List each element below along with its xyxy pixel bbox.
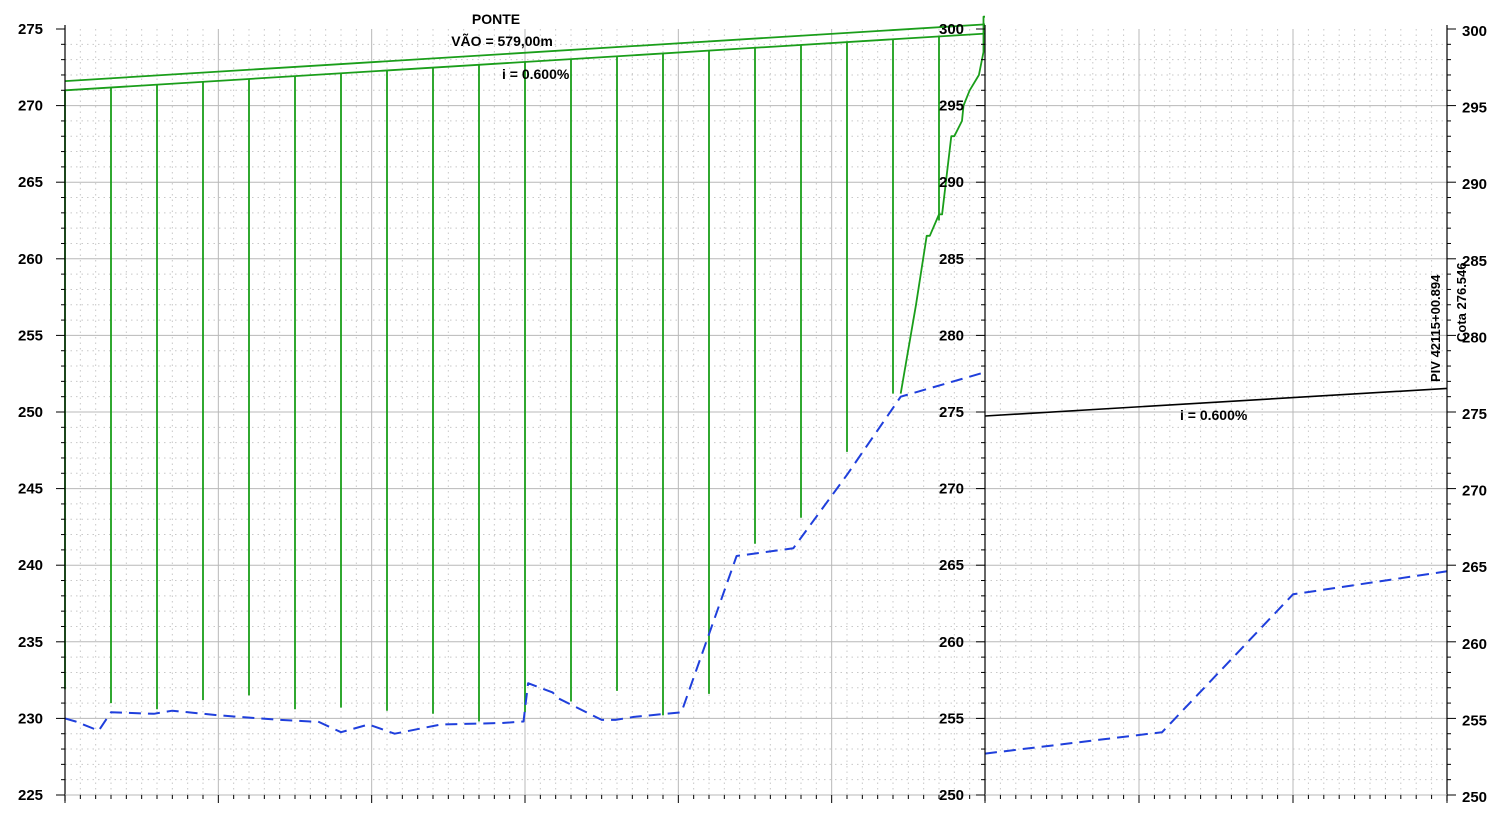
middle-y-tick-label: 255 — [939, 710, 964, 727]
middle-y-tick-label: 295 — [939, 98, 964, 115]
middle-y-tick-label: 275 — [939, 404, 964, 421]
middle-y-tick-label: 250 — [939, 787, 964, 804]
right-y-tick-label: 300 — [1462, 23, 1487, 40]
left-y-tick-label: 250 — [18, 404, 43, 421]
middle-y-tick-label: 285 — [939, 251, 964, 268]
bridge-name-label: PONTE — [472, 11, 520, 27]
left-y-tick-label: 275 — [18, 21, 43, 38]
left-y-tick-label: 270 — [18, 98, 43, 115]
left-y-tick-label: 245 — [18, 481, 43, 498]
right-y-tick-label: 290 — [1462, 176, 1487, 193]
right-y-tick-label: 295 — [1462, 100, 1487, 117]
axes: 225 230 235 240 245 250 255 260 265 270 275 250 250 2… — [18, 21, 1487, 806]
right-y-tick-label: 255 — [1462, 712, 1487, 729]
right-y-tick-label: 270 — [1462, 483, 1487, 500]
bridge-span-label: VÃO = 579,00m — [451, 32, 553, 49]
middle-y-tick-label: 290 — [939, 174, 964, 191]
right-y-tick-label: 260 — [1462, 636, 1487, 653]
piv-label: PIV 42115+00.894 — [1428, 274, 1443, 382]
middle-y-tick-label: 270 — [939, 481, 964, 498]
grade-line — [984, 387, 1448, 417]
chart-labels: PONTE VÃO = 579,00m i = 0.600% i = 0.600… — [451, 11, 1469, 423]
chart-marks — [64, 15, 1448, 755]
left-y-tick-label: 240 — [18, 557, 43, 574]
left-grade-label: i = 0.600% — [502, 66, 570, 82]
right-y-tick-label: 265 — [1462, 559, 1487, 576]
middle-y-tick-label: 300 — [939, 21, 964, 38]
left-y-tick-label: 260 — [18, 251, 43, 268]
middle-y-tick-label: 265 — [939, 557, 964, 574]
cota-label: Cota 276.546 — [1454, 263, 1469, 343]
right-y-tick-label: 280 — [1462, 329, 1487, 346]
right-y-tick-label: 285 — [1462, 253, 1487, 270]
left-y-tick-label: 235 — [18, 634, 43, 651]
left-y-tick-label: 255 — [18, 327, 43, 344]
bridge-deck-line — [64, 23, 986, 82]
right-y-tick-label: 250 — [1462, 789, 1487, 806]
middle-y-tick-label: 280 — [939, 327, 964, 344]
left-y-tick-label: 265 — [18, 174, 43, 191]
middle-y-tick-label: 260 — [939, 634, 964, 651]
right-y-tick-label: 275 — [1462, 406, 1487, 423]
left-y-tick-label: 225 — [18, 787, 43, 804]
terrain-profile-line — [984, 570, 1448, 755]
right-grade-label: i = 0.600% — [1180, 407, 1248, 423]
terrain-profile-line — [64, 371, 986, 735]
left-y-tick-label: 230 — [18, 710, 43, 727]
